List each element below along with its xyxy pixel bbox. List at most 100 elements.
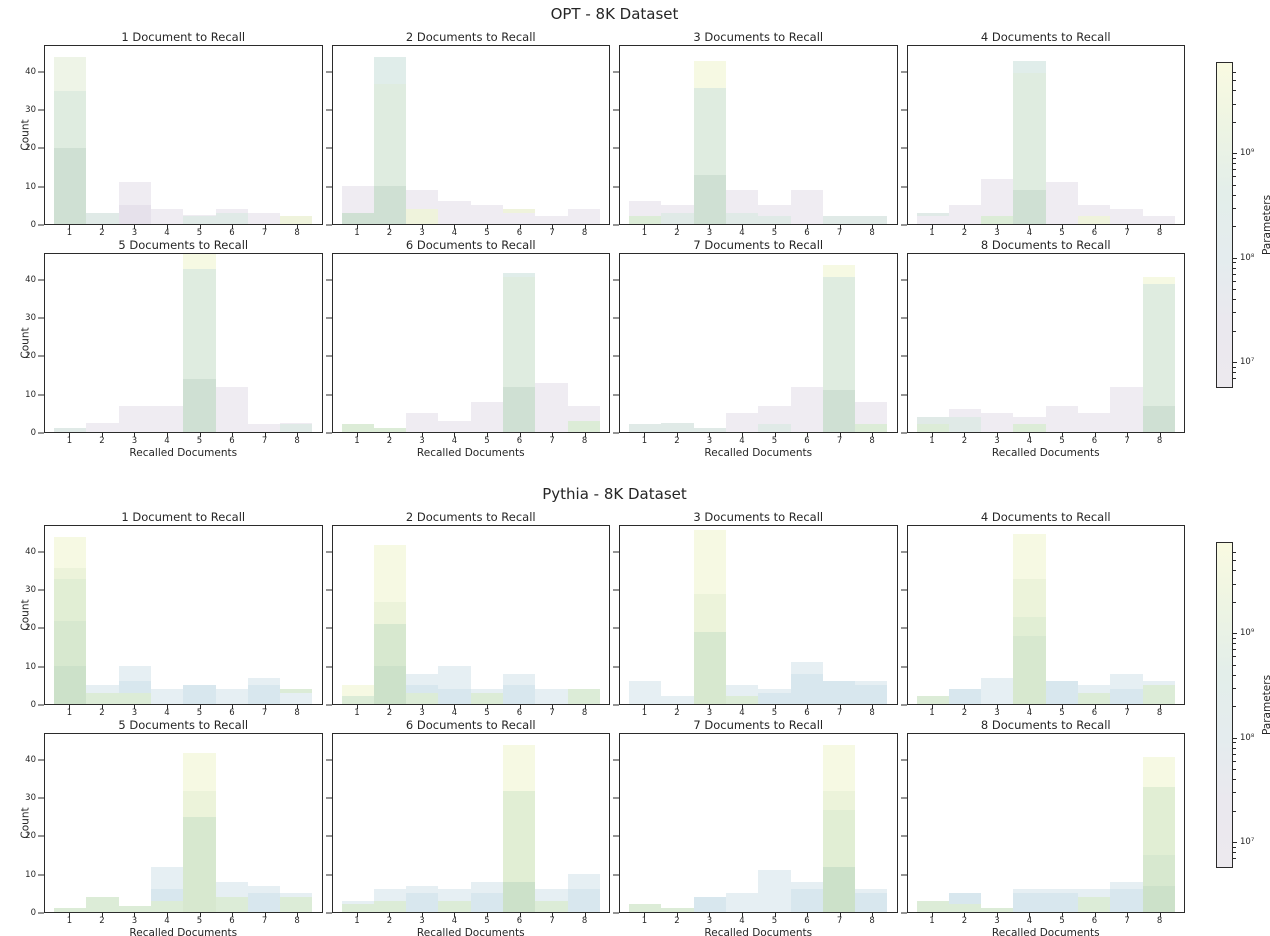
histogram-bar: [790, 189, 823, 224]
y-tick: [900, 147, 907, 149]
y-tick-label: 10: [25, 389, 36, 400]
subplot-title: 5 Documents to Recall: [118, 238, 249, 252]
y-tick-label: 40: [25, 66, 36, 77]
subplot-title: 2 Documents to Recall: [405, 30, 536, 44]
subplot: 7 Documents to Recall 1 2 3 4 5 6 7 8 Recalled Do…: [613, 238, 898, 462]
colorbar-minor-tick: [1233, 330, 1236, 332]
figure-group-opt: OPT - 8K Dataset 1 Document to Recall Cou…: [0, 4, 1270, 464]
y-tick: [900, 355, 907, 357]
x-axis-ticks: 1 2 3 4 5 6 7 8: [44, 705, 323, 718]
y-tick: [900, 627, 907, 629]
x-tick: [996, 705, 998, 709]
y-tick: [325, 666, 332, 668]
subplot-axes: [44, 45, 323, 225]
histogram-bar: [54, 148, 87, 224]
histogram-bar: [1013, 893, 1046, 912]
x-tick-label: 8: [294, 228, 300, 238]
x-tick: [1094, 225, 1096, 229]
x-tick-label: 2: [961, 708, 968, 718]
subplot: 5 Documents to Recall Count 0 10 20 30 40 1 2 3 4 5…: [20, 718, 323, 936]
y-tick: [900, 797, 907, 799]
x-tick-label: 5: [1059, 228, 1065, 238]
colorbar-minor-tick: [1233, 80, 1236, 82]
histogram-bar: [118, 692, 151, 704]
x-tick: [421, 705, 423, 709]
y-tick: [325, 317, 332, 319]
x-tick-label: 6: [229, 916, 235, 926]
x-tick-label: 6: [804, 708, 810, 718]
x-tick: [552, 225, 554, 229]
x-tick: [421, 433, 423, 437]
x-tick: [1159, 225, 1161, 229]
x-tick: [1094, 913, 1096, 917]
x-tick-label: 5: [484, 436, 490, 446]
x-tick: [421, 913, 423, 917]
x-tick-label: 7: [261, 916, 268, 926]
x-tick: [1127, 705, 1129, 709]
x-tick: [1062, 433, 1063, 437]
histogram-bar: [822, 866, 856, 912]
histogram-bar: [150, 900, 184, 912]
x-tick-label: 7: [549, 916, 555, 926]
x-tick: [454, 225, 456, 229]
x-tick: [69, 433, 71, 437]
histogram-bar: [725, 212, 759, 224]
y-tick-label: 0: [30, 428, 36, 438]
x-tick-label: 4: [164, 916, 170, 926]
histogram-bar: [1013, 424, 1046, 432]
subplot: 1 Document to Recall Count 0 10 20 30 40 1 2 3 4 5 6…: [20, 510, 323, 718]
histogram-bar: [86, 422, 119, 432]
x-tick: [1029, 705, 1031, 709]
y-tick: [613, 147, 619, 149]
x-tick-label: 4: [1026, 708, 1033, 718]
histogram-bar: [948, 205, 982, 224]
histogram-bar: [981, 413, 1014, 432]
subplot: 8 Documents to Recall 1 2 3 4 5 6 7 8 Recalled Do…: [900, 238, 1185, 462]
colorbar-minor-tick: [1233, 267, 1236, 269]
y-tick-label: 30: [25, 585, 36, 596]
x-tick: [232, 433, 234, 437]
x-axis-label: Recalled Documents: [416, 447, 525, 459]
histogram-bar: [406, 893, 439, 912]
x-tick: [1094, 705, 1096, 709]
y-tick: [900, 394, 907, 396]
x-tick-label: 2: [386, 436, 393, 446]
x-tick-label: 2: [961, 228, 968, 238]
x-tick-label: 6: [1091, 436, 1098, 446]
x-tick-label: 3: [419, 436, 425, 446]
x-tick-label: 4: [739, 436, 745, 446]
x-axis-ticks: 1 2 3 4 5 6 7 8: [332, 225, 611, 238]
y-tick: [613, 912, 619, 914]
histogram-bar: [1142, 216, 1175, 224]
histogram-bar: [855, 216, 888, 224]
x-tick: [709, 913, 711, 917]
x-tick: [134, 705, 136, 709]
subplot-title: 4 Documents to Recall: [980, 30, 1111, 44]
x-tick: [1029, 433, 1031, 437]
histogram-bar: [790, 673, 823, 704]
y-tick: [900, 279, 907, 281]
colorbar-minor-tick: [1233, 262, 1236, 264]
x-tick: [389, 705, 391, 709]
subplot: 2 Documents to Recall 1 2 3 4 5 6 7 8: [325, 30, 611, 238]
subplot-axes: [619, 525, 898, 705]
x-tick-label: 5: [196, 228, 203, 238]
x-tick-label: 2: [674, 436, 680, 446]
y-tick: [38, 551, 44, 553]
x-tick-label: 6: [1091, 708, 1098, 718]
y-tick: [325, 835, 332, 837]
x-tick: [741, 705, 743, 709]
x-tick-label: 8: [869, 228, 875, 238]
x-tick-label: 2: [99, 708, 105, 718]
x-tick-label: 1: [66, 708, 73, 718]
y-tick-label: 20: [25, 351, 36, 362]
x-tick-label: 8: [581, 228, 588, 238]
x-axis-ticks: 1 2 3 4 5 6 7 8: [619, 433, 898, 446]
x-tick: [839, 705, 841, 709]
histogram-bar: [725, 413, 759, 432]
y-tick-label: 0: [30, 220, 36, 230]
histogram-bar: [822, 216, 856, 224]
y-tick: [900, 912, 907, 914]
x-axis-ticks: 1 2 3 4 5 6 7 8: [332, 913, 611, 926]
colorbar-label: Parameters: [1261, 194, 1270, 256]
